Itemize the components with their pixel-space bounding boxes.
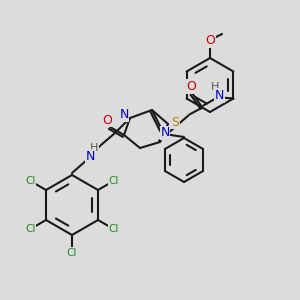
Text: H: H <box>90 143 98 153</box>
Text: N: N <box>215 89 224 102</box>
Text: Cl: Cl <box>108 176 119 186</box>
Text: S: S <box>171 116 179 128</box>
Text: H: H <box>211 82 220 92</box>
Text: Cl: Cl <box>108 224 119 234</box>
Text: Cl: Cl <box>25 176 36 186</box>
Text: N: N <box>119 109 129 122</box>
Text: N: N <box>85 149 95 163</box>
Text: N: N <box>160 127 170 140</box>
Text: Cl: Cl <box>25 224 36 234</box>
Text: O: O <box>205 34 215 47</box>
Text: Cl: Cl <box>67 248 77 258</box>
Text: O: O <box>102 113 112 127</box>
Text: O: O <box>186 80 196 93</box>
